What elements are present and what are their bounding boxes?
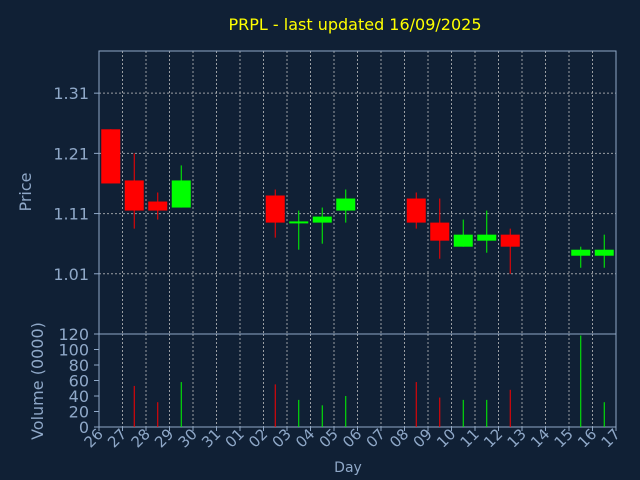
- candle-body: [101, 129, 121, 184]
- price-tick-label: 1.01: [53, 265, 89, 284]
- candle-body: [148, 201, 168, 211]
- price-grid: [99, 51, 616, 334]
- price-axis-label: Price: [16, 172, 35, 211]
- volume-grid: [122, 334, 593, 427]
- volume-tick-label: 60: [69, 372, 89, 391]
- candle-body: [500, 234, 520, 247]
- price-tick-label: 1.11: [53, 205, 89, 224]
- candle-body: [571, 249, 591, 256]
- volume-tick-label: 20: [69, 403, 89, 422]
- candle-body: [124, 180, 144, 211]
- candle-body: [594, 249, 614, 256]
- candle-body: [289, 221, 309, 224]
- chart-title: PRPL - last updated 16/09/2025: [228, 15, 481, 34]
- volume-tick-label: 100: [58, 341, 89, 360]
- volume-axis-label: Volume (0000): [28, 322, 47, 440]
- candle-body: [336, 198, 356, 211]
- volume-tick-label: 0: [79, 418, 89, 437]
- price-tick-label: 1.21: [53, 144, 89, 163]
- candle-body: [477, 234, 497, 241]
- volume-tick-label: 40: [69, 387, 89, 406]
- volume-bars: [133, 335, 605, 427]
- candle-body: [312, 216, 332, 223]
- x-tick-labels: 2627282930310102030405060708091011121314…: [81, 425, 624, 451]
- candle-body: [430, 222, 450, 241]
- price-tick-labels: 1.01 1.11 1.21 1.31: [53, 84, 99, 284]
- price-tick-label: 1.31: [53, 84, 89, 103]
- candle-body: [453, 234, 473, 247]
- candle-body: [171, 180, 191, 208]
- volume-tick-label: 120: [58, 325, 89, 344]
- volume-tick-label: 80: [69, 356, 89, 375]
- candles: [101, 129, 614, 274]
- candle-body: [406, 198, 426, 223]
- candle-body: [265, 195, 285, 223]
- x-axis-label: Day: [334, 460, 362, 476]
